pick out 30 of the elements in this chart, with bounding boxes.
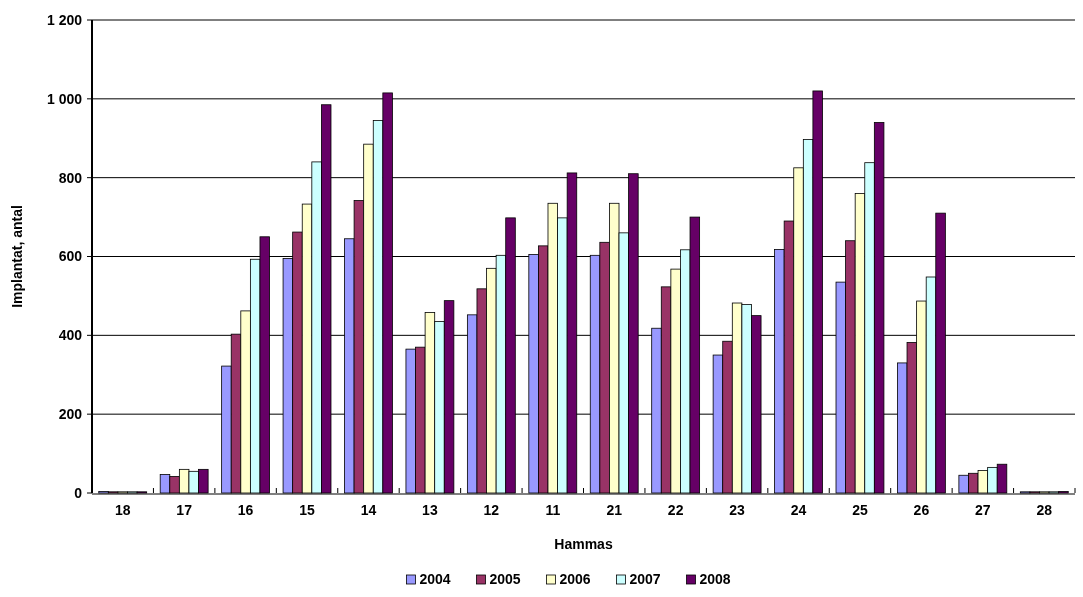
y-axis-title: Implantat, antal [9, 205, 25, 308]
y-tick-label: 600 [58, 248, 83, 265]
x-tick-label: 26 [913, 502, 930, 518]
legend-label: 2008 [699, 571, 731, 587]
x-tick-label: 22 [667, 502, 684, 518]
x-tick-label: 21 [606, 502, 623, 518]
x-tick-label: 11 [545, 502, 561, 518]
y-tick-label: 400 [58, 327, 83, 344]
x-tick-label: 14 [360, 502, 377, 518]
y-tick-label: 0 [74, 484, 83, 501]
x-tick-label: 25 [852, 502, 868, 518]
x-tick-label: 16 [237, 502, 254, 518]
legend-label: 2006 [559, 571, 591, 587]
x-tick-label: 15 [299, 502, 316, 518]
x-axis-title: Hammas [554, 536, 613, 552]
legend-label: 2007 [629, 571, 661, 587]
x-tick-label: 17 [176, 502, 193, 518]
legend-label: 2005 [489, 571, 521, 587]
y-tick-label: 1 200 [46, 11, 83, 28]
x-tick-label: 23 [729, 502, 746, 518]
x-tick-label: 28 [1036, 502, 1053, 518]
x-tick-label: 13 [422, 502, 438, 518]
x-tick-label: 18 [114, 502, 131, 518]
y-tick-label: 200 [58, 406, 83, 423]
x-tick-label: 27 [975, 502, 991, 518]
y-tick-label: 1 000 [46, 90, 83, 107]
x-tick-label: 24 [790, 502, 807, 518]
y-tick-label: 800 [58, 169, 83, 186]
legend-label: 2004 [419, 571, 451, 587]
x-tick-label: 12 [483, 502, 500, 518]
